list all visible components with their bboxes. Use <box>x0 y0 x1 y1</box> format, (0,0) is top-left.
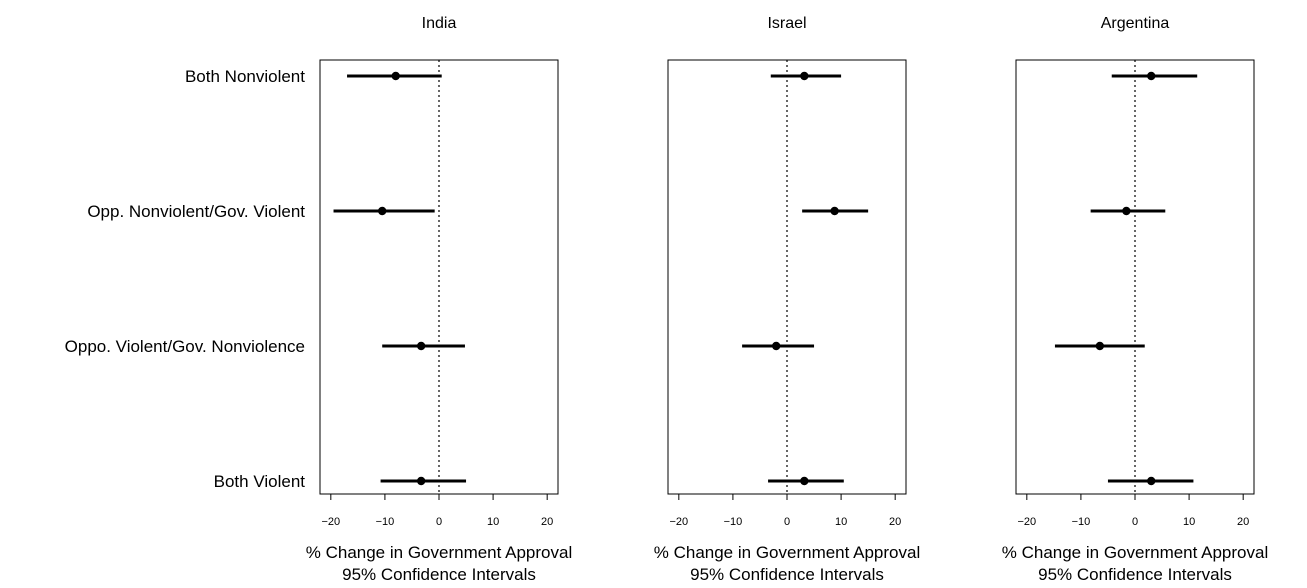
panel-israel: Israel −20 −10 0 10 20 % Change in Government … <box>654 15 921 584</box>
point-estimate <box>1122 206 1131 216</box>
x-tick-label: 0 <box>784 516 790 528</box>
x-axis-label: % Change in Government Approval <box>654 543 921 562</box>
category-label: Both Violent <box>214 472 306 491</box>
panel-title: Israel <box>767 15 806 32</box>
x-tick-label: 0 <box>1132 516 1138 528</box>
x-axis-label: % Change in Government Approval <box>306 543 573 562</box>
x-tick-label: 20 <box>1237 516 1249 528</box>
point-estimate <box>1095 341 1105 351</box>
panel-argentina: Argentina −20 −10 0 10 20 % Change in Governme… <box>1002 15 1269 584</box>
point-estimate <box>416 341 426 351</box>
point-estimate <box>1147 71 1156 81</box>
x-tick-label: 20 <box>541 516 553 528</box>
point-estimate <box>800 71 809 81</box>
x-axis-sublabel: 95% Confidence Intervals <box>1038 565 1232 584</box>
x-tick-label: 10 <box>1183 516 1195 528</box>
panel-title: Argentina <box>1101 15 1170 32</box>
x-tick-label: −10 <box>1072 516 1091 528</box>
panel-title: India <box>422 15 457 32</box>
x-tick-label: 0 <box>436 516 442 528</box>
point-estimate <box>1147 476 1156 486</box>
point-estimate <box>416 476 426 486</box>
category-labels: Both Nonviolent Opp. Nonviolent/Gov. Viol… <box>65 67 306 491</box>
panel-india: India −20 −10 0 10 20 % Change in Government A… <box>306 15 573 584</box>
x-tick-label: 20 <box>889 516 901 528</box>
point-estimate <box>771 341 781 351</box>
x-axis-sublabel: 95% Confidence Intervals <box>690 565 884 584</box>
x-tick-label: 10 <box>487 516 499 528</box>
category-label: Both Nonviolent <box>185 67 305 86</box>
x-axis-sublabel: 95% Confidence Intervals <box>342 565 536 584</box>
point-estimate <box>830 206 839 216</box>
point-estimate <box>800 476 809 486</box>
x-axis-label: % Change in Government Approval <box>1002 543 1269 562</box>
panels: India −20 −10 0 10 20 % Change in Government A… <box>306 15 1269 584</box>
point-estimate <box>391 71 400 81</box>
x-tick-label: −20 <box>321 516 340 528</box>
x-tick-label: −20 <box>1017 516 1036 528</box>
x-tick-label: −10 <box>724 516 743 528</box>
point-estimate <box>378 206 387 216</box>
category-label: Opp. Nonviolent/Gov. Violent <box>87 202 305 221</box>
category-label: Oppo. Violent/Gov. Nonviolence <box>65 337 305 356</box>
x-tick-label: −10 <box>376 516 395 528</box>
x-tick-label: −20 <box>669 516 688 528</box>
x-tick-label: 10 <box>835 516 847 528</box>
